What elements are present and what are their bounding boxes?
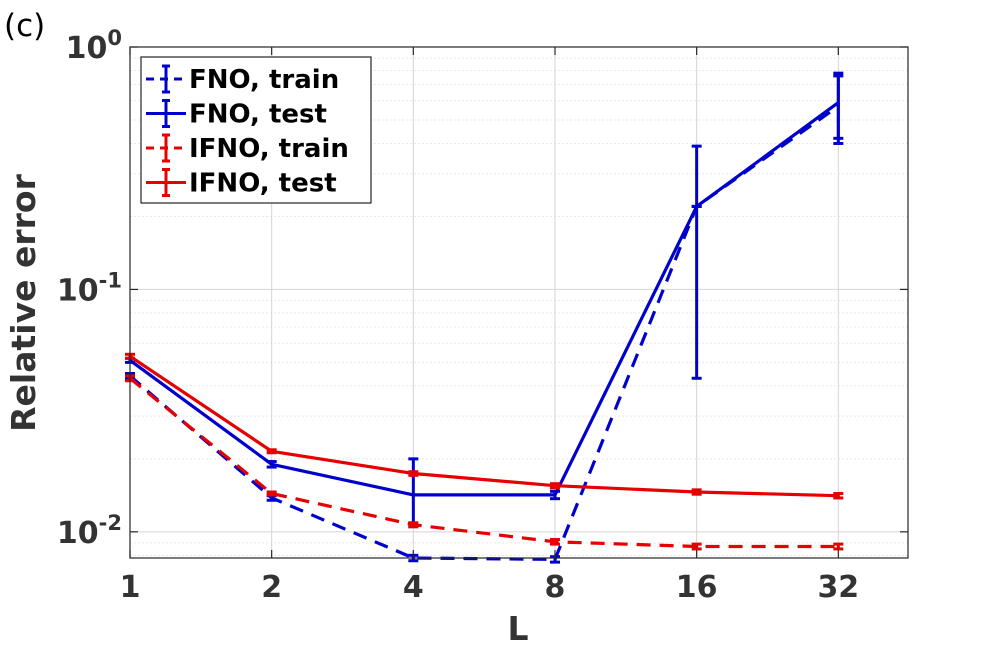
x-tick-label: 8	[545, 570, 566, 605]
series-line	[129, 101, 840, 497]
panel-label: (c)	[4, 8, 45, 44]
x-tick-label: 2	[261, 570, 282, 605]
y-tick-label: 100	[66, 26, 122, 66]
plot-lines	[125, 71, 844, 564]
y-axis-title: Relative error	[4, 173, 43, 431]
x-axis-title: L	[507, 609, 528, 648]
legend-label: IFNO, train	[189, 134, 349, 164]
x-tick-label: 4	[403, 570, 424, 605]
series-ifno-test	[125, 352, 844, 500]
series-line	[128, 377, 839, 549]
legend-label: FNO, test	[189, 100, 327, 130]
legend-label: IFNO, test	[189, 169, 337, 199]
legend-box	[140, 56, 372, 204]
plot-frame	[129, 46, 909, 559]
x-tick-label: 16	[676, 570, 718, 605]
x-tick-label: 1	[120, 570, 141, 605]
series-fno-test	[125, 71, 844, 529]
series-ifno-train	[125, 374, 844, 551]
legend: FNO, train FNO, test IFNO, train IFNO, test	[140, 56, 372, 204]
legend-label: FNO, train	[189, 65, 339, 95]
x-tick-label: 32	[817, 570, 859, 605]
axis-ticks: 1 2 4 8 16 32 10-2 10-1 100	[57, 26, 908, 605]
grid	[129, 46, 908, 558]
series-line	[129, 354, 839, 498]
y-tick-label: 10-2	[57, 511, 122, 551]
y-tick-label: 10-1	[57, 268, 122, 308]
